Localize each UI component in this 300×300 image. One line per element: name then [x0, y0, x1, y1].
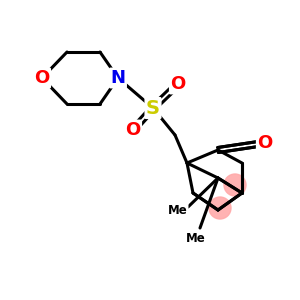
Text: O: O — [170, 75, 186, 93]
Text: O: O — [257, 134, 273, 152]
Circle shape — [209, 197, 231, 219]
Text: N: N — [110, 69, 125, 87]
Text: O: O — [257, 134, 273, 152]
Text: S: S — [146, 98, 160, 118]
Text: Me: Me — [168, 203, 188, 217]
Circle shape — [224, 174, 246, 196]
Text: O: O — [125, 121, 141, 139]
Text: Me: Me — [186, 232, 206, 244]
Text: O: O — [34, 69, 50, 87]
